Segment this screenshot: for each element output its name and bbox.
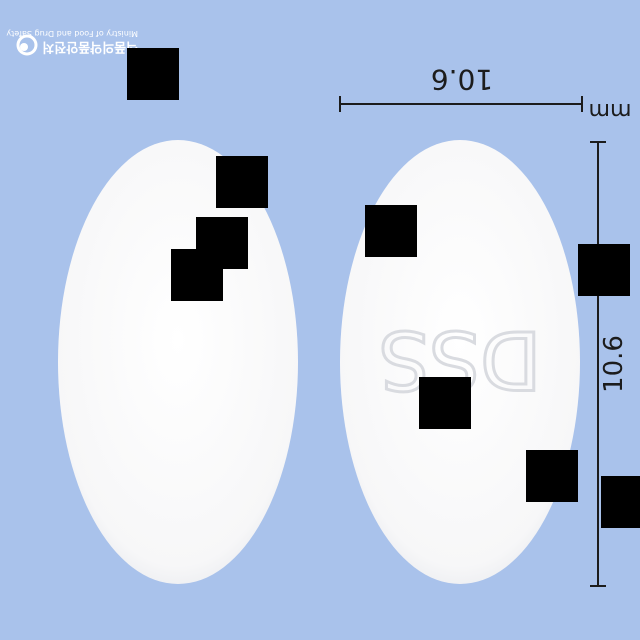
redaction-box (526, 450, 578, 502)
redaction-box (171, 249, 223, 301)
horizontal-measurement: 10.6 (431, 63, 493, 96)
mfds-logo-icon (16, 34, 38, 56)
mfds-watermark: 식품의약품안전처 Ministry of Food and Drug Safet… (6, 18, 138, 58)
redaction-box (365, 205, 417, 257)
redaction-box (578, 244, 630, 296)
redaction-box (601, 476, 640, 528)
redaction-box (419, 377, 471, 429)
unit-label: mm (589, 98, 632, 123)
redaction-box (127, 48, 179, 100)
vertical-ruler (590, 141, 606, 587)
horizontal-ruler (339, 96, 583, 112)
redaction-box (216, 156, 268, 208)
vertical-measurement: 10.6 (599, 335, 629, 393)
